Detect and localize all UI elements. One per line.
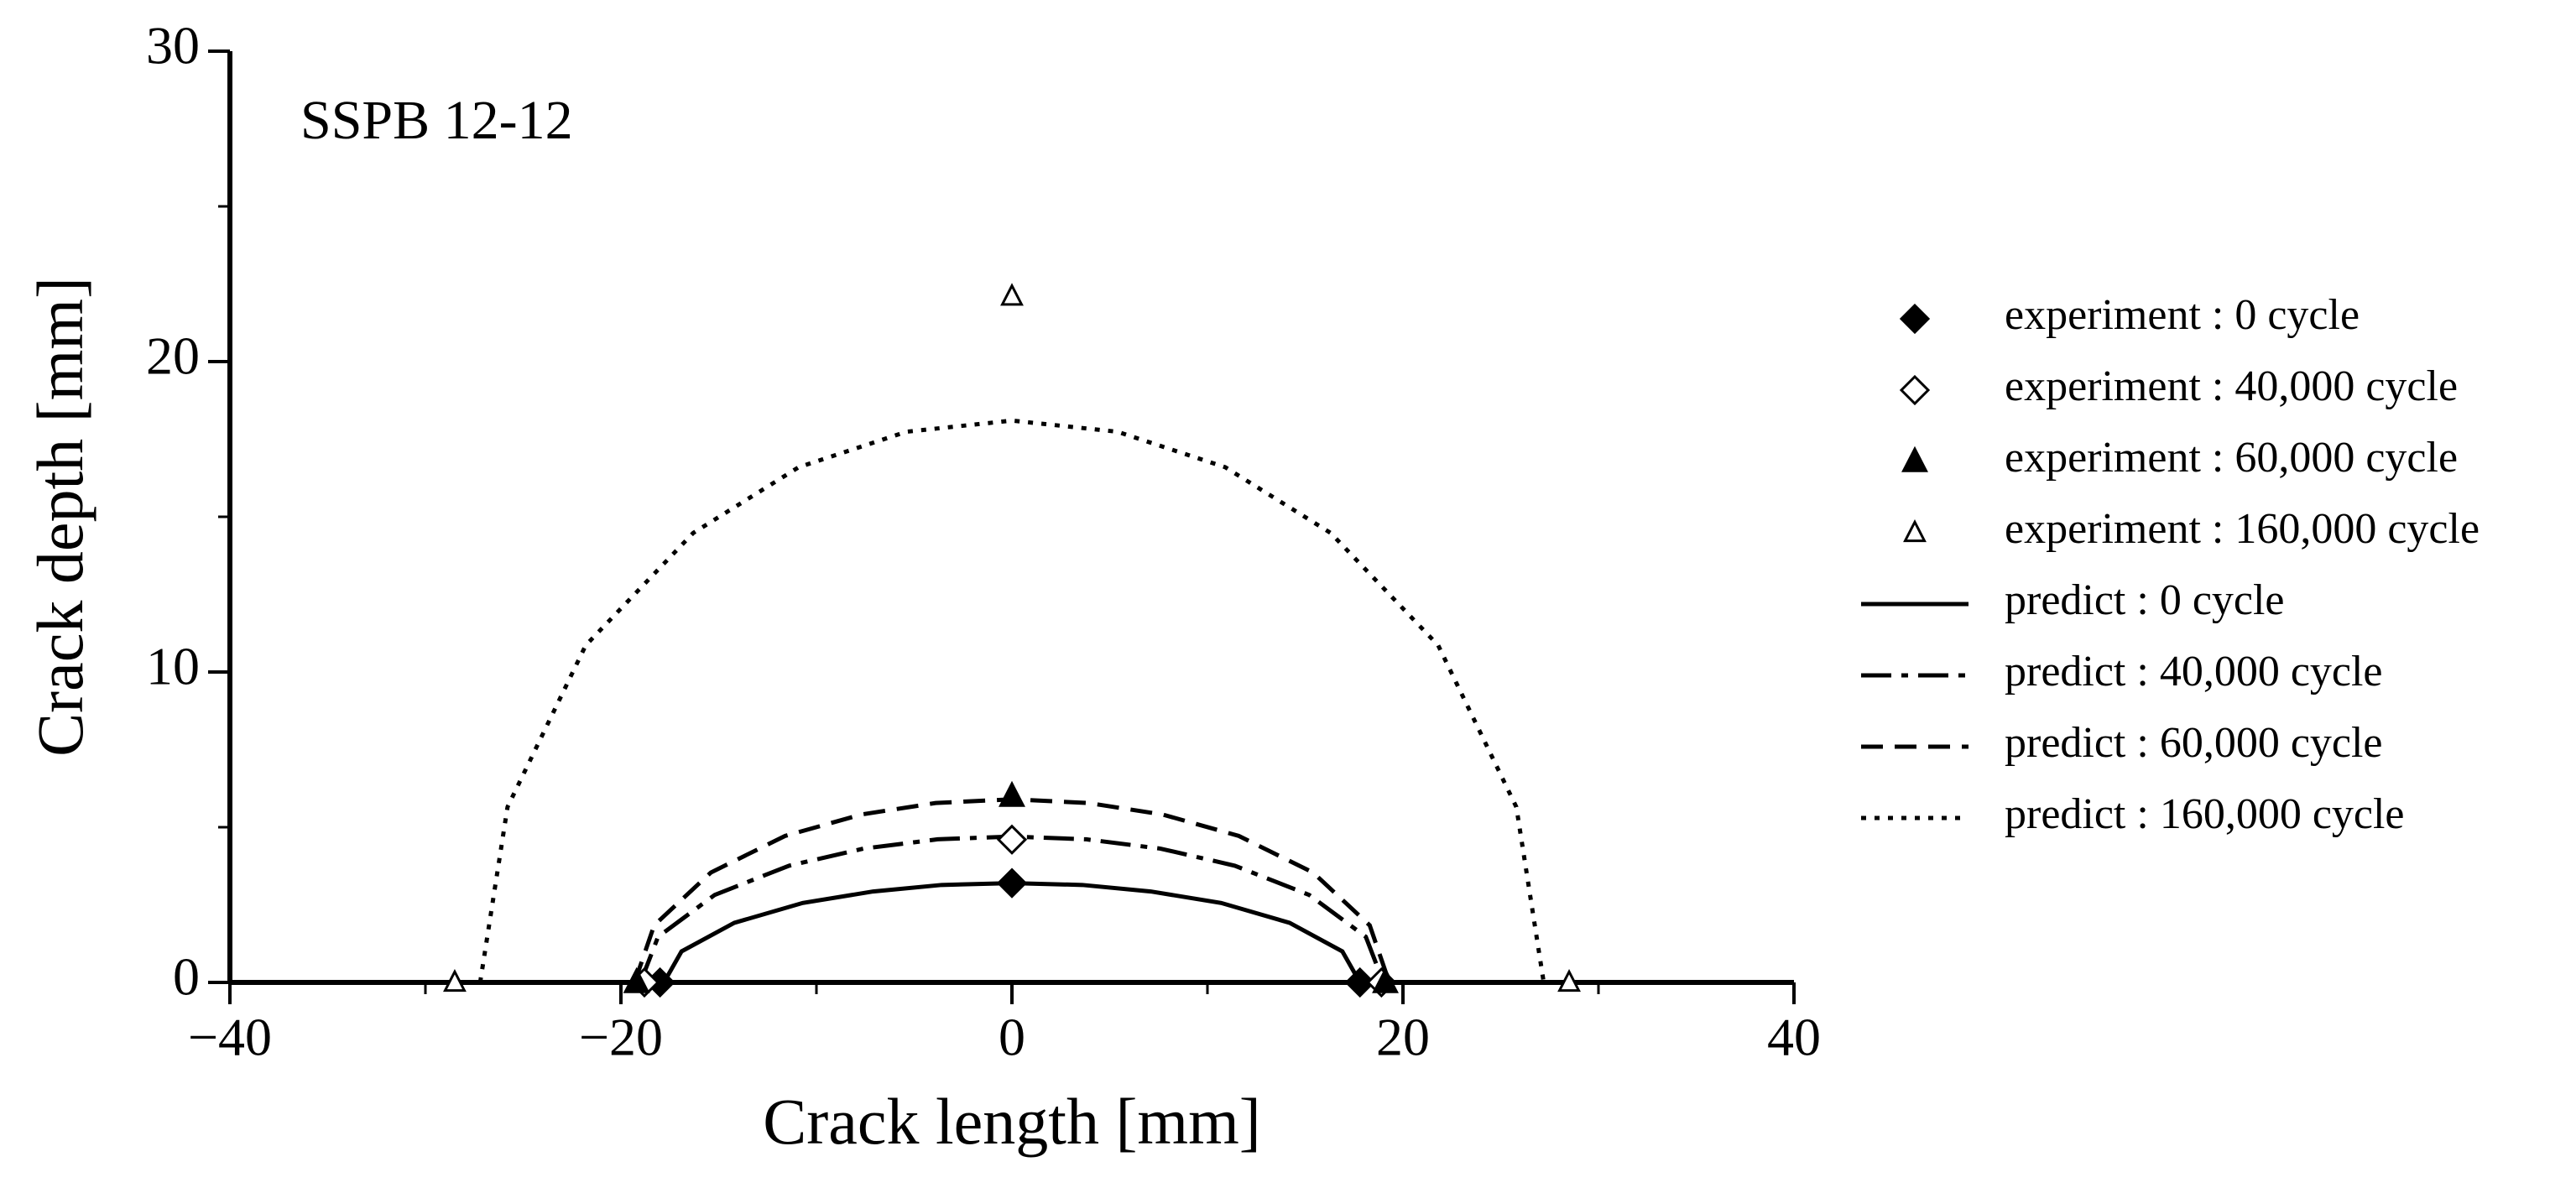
experiment-marker	[999, 780, 1025, 807]
legend-label: predict : 160,000 cycle	[2005, 790, 2405, 838]
legend-marker	[1901, 445, 1928, 472]
x-tick-label: 0	[999, 1008, 1025, 1067]
legend-label: experiment : 160,000 cycle	[2005, 505, 2480, 553]
y-tick-label: 0	[173, 947, 200, 1007]
y-axis-title: Crack depth [mm]	[23, 277, 96, 757]
legend-marker	[1899, 374, 1931, 406]
legend-label: experiment : 0 cycle	[2005, 291, 2360, 339]
legend-label: experiment : 40,000 cycle	[2005, 362, 2458, 410]
legend-label: predict : 40,000 cycle	[2005, 648, 2383, 695]
experiment-marker	[1372, 966, 1399, 993]
experiment-marker	[996, 867, 1028, 899]
x-axis-title: Crack length [mm]	[763, 1085, 1261, 1158]
x-tick-label: 20	[1376, 1008, 1430, 1067]
annotation: SSPB 12-12	[300, 90, 573, 151]
legend-label: predict : 0 cycle	[2005, 576, 2285, 624]
experiment-marker	[996, 824, 1028, 855]
x-tick-label: −40	[188, 1008, 272, 1067]
legend-label: experiment : 60,000 cycle	[2005, 434, 2458, 482]
experiment-marker	[443, 968, 467, 992]
x-tick-label: 40	[1767, 1008, 1821, 1067]
x-tick-label: −20	[579, 1008, 663, 1067]
experiment-marker	[1000, 283, 1024, 306]
legend-marker	[1899, 303, 1931, 335]
legend-marker	[1903, 518, 1927, 543]
y-tick-label: 20	[146, 326, 200, 386]
experiment-marker	[623, 966, 650, 993]
y-tick-label: 30	[146, 16, 200, 76]
experiment-marker	[1557, 968, 1581, 992]
y-tick-label: 10	[146, 637, 200, 696]
predict-line	[638, 834, 1386, 983]
legend-label: predict : 60,000 cycle	[2005, 719, 2383, 767]
experiment-marker	[1344, 966, 1375, 998]
